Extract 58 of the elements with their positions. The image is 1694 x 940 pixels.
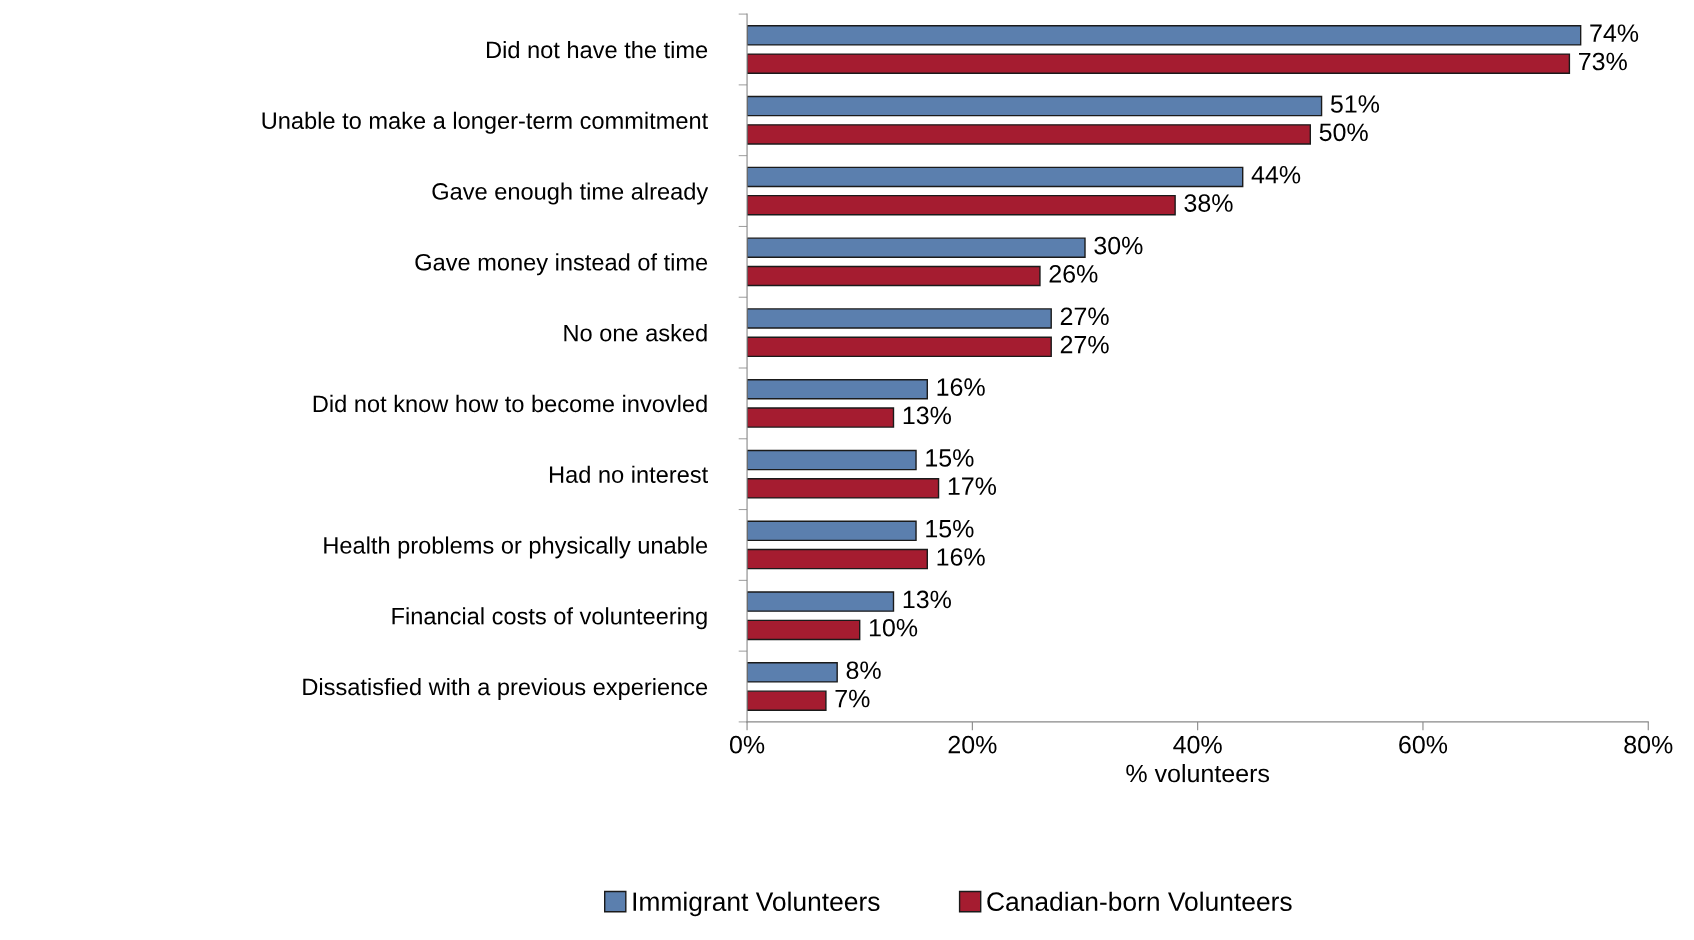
y-tick-label: Did not know how to become invovled: [313, 394, 707, 413]
y-tick-label: Had no interest: [549, 465, 708, 483]
x-tick-label: 0%: [729, 735, 765, 754]
data-label: 13%: [903, 406, 951, 425]
x-tick-label: 60%: [1399, 735, 1448, 754]
bar: [747, 95, 1323, 117]
data-label: 27%: [1060, 307, 1109, 326]
data-label: 26%: [1049, 265, 1098, 283]
bar: [747, 25, 1582, 46]
data-label: 8%: [846, 661, 881, 680]
data-label: 13%: [903, 590, 951, 609]
data-label: 16%: [937, 548, 985, 566]
bar: [747, 124, 1312, 145]
data-label: 51%: [1330, 95, 1380, 113]
x-tick-label: 80%: [1624, 735, 1673, 754]
bar: [747, 336, 1052, 358]
bar: [747, 194, 1176, 216]
data-label: 74%: [1590, 24, 1639, 42]
bar: [747, 449, 917, 471]
y-tick-label: Unable to make a longer-term commitment: [262, 111, 709, 134]
bar: [747, 53, 1571, 74]
y-tick-label: No one asked: [564, 324, 707, 342]
y-tick-label: Gave money instead of time: [415, 253, 708, 276]
data-label: 16%: [937, 378, 985, 396]
bar: [747, 690, 827, 711]
bar: [747, 548, 928, 570]
data-label: 17%: [948, 477, 997, 495]
bar: [747, 378, 928, 400]
bar: [747, 520, 917, 542]
data-label: 30%: [1094, 236, 1143, 255]
bar: [747, 478, 940, 499]
bar: [747, 308, 1052, 329]
bar: [747, 166, 1244, 188]
legend-label: Immigrant Volunteers: [633, 891, 880, 917]
data-label: 15%: [926, 519, 974, 538]
bar: [747, 407, 895, 428]
y-tick-label: Did not have the time: [487, 40, 708, 59]
bar: [747, 619, 861, 641]
data-label: 38%: [1184, 194, 1233, 212]
legend-label: Canadian-born Volunteers: [987, 891, 1292, 912]
y-tick-label: Health problems or physically unable: [324, 536, 708, 559]
data-label: 15%: [926, 449, 974, 467]
data-label: 10%: [869, 618, 918, 637]
bar: [747, 237, 1086, 258]
data-label: 44%: [1251, 166, 1301, 184]
x-axis-title: % volunteers: [1126, 763, 1270, 783]
y-tick-label: Financial costs of volunteering: [392, 607, 707, 630]
bar: [747, 662, 838, 683]
y-tick-label: Gave enough time already: [432, 182, 709, 205]
y-tick-label: Dissatisfied with a previous experience: [303, 677, 708, 700]
data-label: 7%: [835, 689, 870, 708]
data-label: 50%: [1319, 123, 1368, 142]
x-tick-label: 40%: [1173, 735, 1222, 754]
x-tick-label: 20%: [948, 735, 997, 754]
bar: [747, 591, 895, 612]
data-label: 27%: [1060, 335, 1109, 354]
bar: [747, 265, 1041, 287]
data-label: 73%: [1579, 52, 1627, 71]
